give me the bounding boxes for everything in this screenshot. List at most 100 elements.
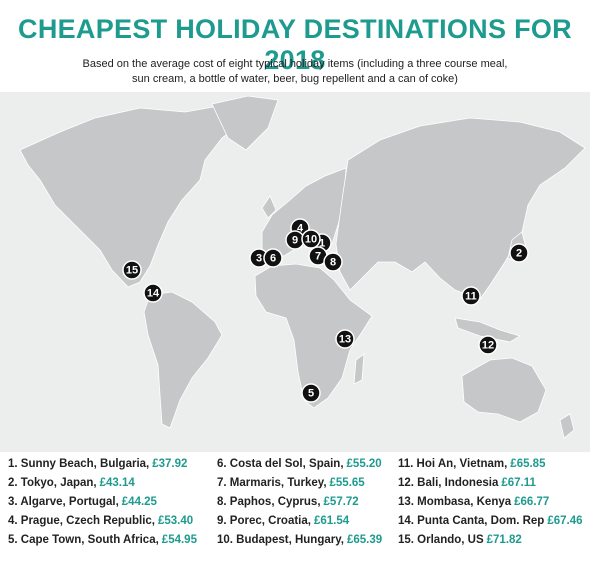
marker: 14 [143,283,163,303]
marker-label: 5 [308,388,314,400]
marker-circle [263,248,283,268]
destination-item: 12. Bali, Indonesia £67.11 [398,477,536,489]
marker: 15 [122,260,142,280]
destination-name: 8. Paphos, Cyprus, [217,496,321,508]
destination-item: 9. Porec, Croatia, £61.54 [217,515,349,527]
marker-label: 3 [256,253,262,265]
marker-label: 6 [270,253,276,265]
greenland [211,95,279,151]
destination-price: £61.54 [313,515,350,527]
marker-label: 9 [292,235,298,247]
subtitle-line: Based on the average cost of eight typic… [82,58,508,70]
destination-price: £37.92 [152,458,188,470]
title: CHEAPEST HOLIDAY DESTINATIONS FOR 2018 [18,14,572,75]
marker: 5 [301,383,321,403]
destination-item: 15. Orlando, US £71.82 [398,534,522,546]
destination-item: 6. Costa del Sol, Spain, £55.20 [217,458,382,470]
marker: 11 [461,286,481,306]
marker-circle [335,329,355,349]
destination-name: 15. Orlando, US [398,534,484,546]
destination-name: 6. Costa del Sol, Spain, [217,458,344,470]
marker-label: 4 [297,223,304,235]
marker: 8 [323,252,343,272]
destination-price: £65.39 [346,534,383,546]
marker-label: 11 [465,291,477,303]
destination-price: £55.20 [346,458,382,470]
marker: 2 [509,243,529,263]
asia [335,117,586,303]
marker-label: 8 [330,257,336,269]
north-america [19,103,249,288]
marker-circle [478,335,498,355]
destination-item: 10. Budapest, Hungary, £65.39 [217,534,382,546]
destination-price: £65.85 [510,458,546,470]
destination-price: £55.65 [329,477,365,489]
marker: 12 [478,335,498,355]
destination-item: 13. Mombasa, Kenya £66.77 [398,496,549,508]
subtitle: Based on the average cost of eight typic… [0,57,590,87]
australia [461,357,547,423]
destination-name: 10. Budapest, Hungary, [217,534,344,546]
marker-label: 10 [305,234,317,246]
destination-name: 9. Porec, Croatia, [217,515,311,527]
destination-name: 13. Mombasa, Kenya [398,496,512,508]
marker-circle [122,260,142,280]
destination-name: 12. Bali, Indonesia [398,477,499,489]
destination-price: £71.82 [486,534,522,546]
destination-price: £44.25 [121,496,157,508]
destination-name: 5. Cape Town, South Africa, [8,534,159,546]
marker-circle [461,286,481,306]
destination-name: 3. Algarve, Portugal, [8,496,119,508]
marker-label: 14 [147,288,160,300]
marker-circle [301,383,321,403]
south-america [143,291,223,429]
marker-label: 1 [319,238,325,250]
marker-label: 15 [126,265,138,277]
marker: 10 [301,229,321,249]
destination-item: 14. Punta Canta, Dom. Rep £67.46 [398,515,583,527]
destination-price: £57.72 [323,496,359,508]
subtitle-line: sun cream, a bottle of water, beer, bug … [132,73,458,85]
destination-name: 7. Marmaris, Turkey, [217,477,327,489]
destination-item: 7. Marmaris, Turkey, £55.65 [217,477,365,489]
new-zealand [559,413,575,439]
destination-item: 2. Tokyo, Japan, £43.14 [8,477,135,489]
destination-item: 8. Paphos, Cyprus, £57.72 [217,496,359,508]
destination-name: 2. Tokyo, Japan, [8,477,97,489]
marker: 13 [335,329,355,349]
destination-name: 4. Prague, Czech Republic, [8,515,155,527]
destination-price: £67.46 [547,515,583,527]
marker-label: 7 [315,251,321,263]
indonesia [454,317,521,343]
destination-price: £54.95 [161,534,197,546]
destination-name: 11. Hoi An, Vietnam, [398,458,508,470]
marker-circle [143,283,163,303]
marker-label: 13 [339,334,351,346]
destination-list: 1. Sunny Beach, Bulgaria, £37.92 2. Tokyo,… [0,458,590,570]
africa [254,263,373,409]
marker-circle [323,252,343,272]
destination-price: £53.40 [157,515,194,527]
destination-item: 3. Algarve, Portugal, £44.25 [8,496,157,508]
destination-price: £43.14 [99,477,135,489]
marker: 6 [263,248,283,268]
destination-name: 1. Sunny Beach, Bulgaria, [8,458,150,470]
madagascar [353,353,365,385]
marker: 9 [285,230,305,250]
marker-label: 2 [516,248,522,260]
marker-circle [509,243,529,263]
destination-name: 14. Punta Canta, Dom. Rep [398,515,545,527]
destination-item: 11. Hoi An, Vietnam, £65.85 [398,458,545,470]
destination-price: £67.11 [501,477,536,489]
destination-item: 4. Prague, Czech Republic, £53.40 [8,515,193,527]
destination-price: £66.77 [514,496,550,508]
destination-item: 1. Sunny Beach, Bulgaria, £37.92 [8,458,187,470]
uk [261,195,277,219]
marker-circle [301,229,321,249]
land [19,95,586,439]
marker-label: 12 [482,340,494,352]
destination-item: 5. Cape Town, South Africa, £54.95 [8,534,197,546]
